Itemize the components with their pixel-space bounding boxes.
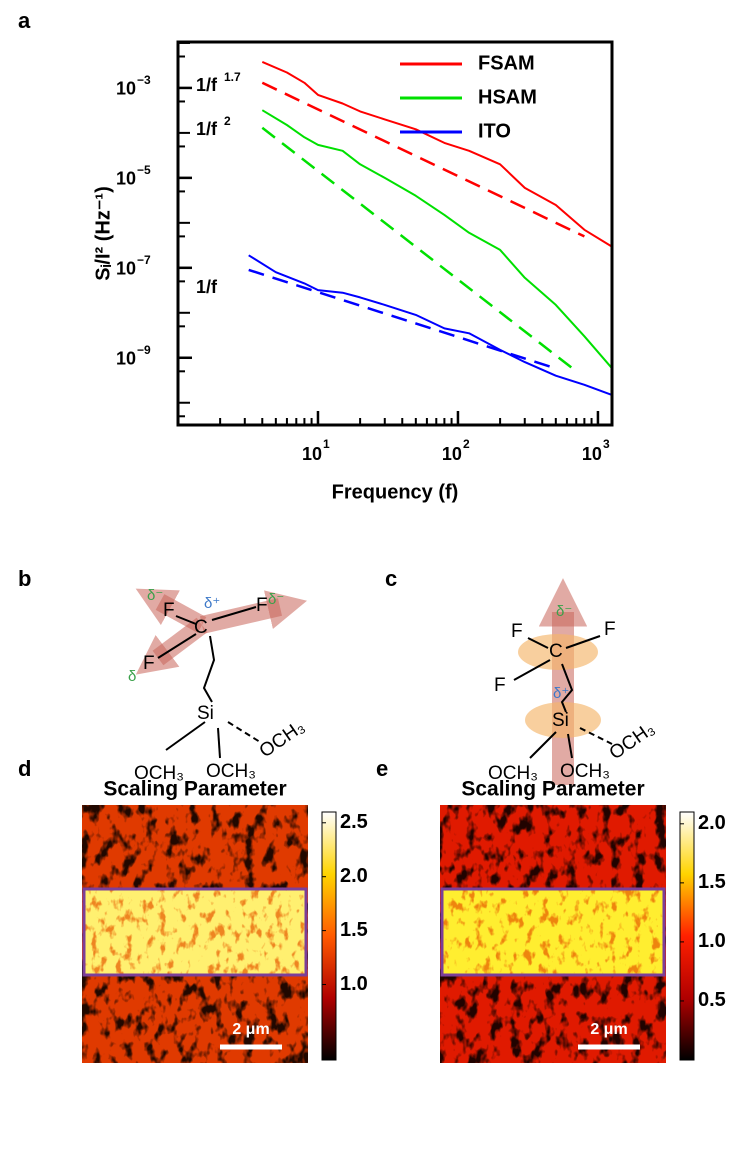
panel-label: c bbox=[385, 566, 397, 591]
charge: δ⁺ bbox=[204, 595, 220, 612]
group: OCH₃ bbox=[256, 716, 309, 762]
colorbar bbox=[321, 811, 337, 1061]
colorbar-tick-label: 2.0 bbox=[340, 865, 368, 887]
bonds bbox=[513, 635, 613, 759]
y-axis-label: Sᵢ/I² (Hz⁻¹) bbox=[92, 186, 114, 280]
scale-bar-label: 2 μm bbox=[590, 1021, 627, 1038]
legend-label: HSAM bbox=[478, 86, 537, 108]
colorbar-tick-label: 2.0 bbox=[698, 812, 726, 834]
charge: δ⁻ bbox=[268, 591, 284, 608]
atom: F bbox=[256, 595, 268, 616]
series-line bbox=[261, 60, 613, 248]
x-tick-exponent: 1 bbox=[323, 437, 330, 451]
annotation: 1/f bbox=[196, 75, 218, 95]
colorbar-tick-label: 1.0 bbox=[340, 973, 368, 995]
annotation-exponent: 2 bbox=[224, 114, 231, 128]
atom: F bbox=[604, 619, 616, 640]
x-axis-label: Frequency (f) bbox=[332, 481, 459, 503]
x-tick-exponent: 3 bbox=[603, 437, 610, 451]
bonds bbox=[157, 606, 261, 759]
plot-frame bbox=[176, 40, 614, 427]
group: OCH₃ bbox=[206, 761, 256, 782]
colorbar-tick-label: 1.0 bbox=[698, 930, 726, 952]
atom: C bbox=[194, 617, 208, 638]
y-tick-exponent: −7 bbox=[137, 253, 151, 267]
colorbar bbox=[679, 811, 695, 1061]
legend-label: ITO bbox=[478, 120, 511, 142]
legend-label: FSAM bbox=[478, 52, 535, 74]
y-tick-label: 10 bbox=[116, 79, 136, 99]
panel-label: e bbox=[376, 756, 388, 781]
atom: C bbox=[549, 641, 563, 662]
atom: F bbox=[494, 675, 506, 696]
atom: Si bbox=[197, 703, 214, 724]
band-outline bbox=[440, 887, 666, 977]
colorbar-tick-label: 1.5 bbox=[340, 919, 368, 941]
panel-label: d bbox=[18, 756, 31, 781]
heatmap-title: Scaling Parameter bbox=[103, 778, 286, 801]
y-tick-exponent: −3 bbox=[137, 73, 151, 87]
panel-label: a bbox=[18, 8, 31, 33]
series-line bbox=[261, 109, 613, 369]
series-line bbox=[248, 254, 612, 396]
group: OCH₃ bbox=[134, 763, 184, 784]
y-tick-exponent: −9 bbox=[137, 343, 151, 357]
y-tick-label: 10 bbox=[116, 259, 136, 279]
panel-b: b F F F C δ⁻ δ⁺ δ⁻ δ Si OCH₃ OCH₃ OCH₃ bbox=[18, 566, 309, 784]
heatmap-title: Scaling Parameter bbox=[461, 778, 644, 801]
y-tick-exponent: −5 bbox=[137, 163, 151, 177]
x-tick-label: 10 bbox=[582, 444, 602, 464]
heatmap-band-texture bbox=[442, 889, 664, 975]
x-tick-label: 10 bbox=[442, 444, 462, 464]
panel-label: b bbox=[18, 566, 31, 591]
heatmap-band-texture bbox=[84, 889, 306, 975]
group: OCH₃ bbox=[560, 761, 610, 782]
y-tick-label: 10 bbox=[116, 169, 136, 189]
fit-line bbox=[261, 81, 585, 238]
charge: δ⁻ bbox=[147, 587, 163, 604]
charge: δ⁺ bbox=[553, 685, 569, 702]
band-outline bbox=[82, 887, 308, 977]
group: OCH₃ bbox=[606, 718, 659, 764]
x-tick-label: 10 bbox=[302, 444, 322, 464]
atom: Si bbox=[552, 710, 569, 731]
fit-line bbox=[248, 268, 557, 370]
atom: F bbox=[143, 653, 155, 674]
colorbar-tick-label: 2.5 bbox=[340, 811, 368, 833]
scale-bar-label: 2 μm bbox=[232, 1021, 269, 1038]
atom: F bbox=[511, 621, 523, 642]
annotation: 1/f bbox=[196, 119, 218, 139]
fit-line bbox=[261, 126, 578, 373]
colorbar-tick-label: 0.5 bbox=[698, 989, 726, 1011]
y-tick-label: 10 bbox=[116, 349, 136, 369]
annotation-exponent: 1.7 bbox=[224, 70, 241, 84]
annotation: 1/f bbox=[196, 277, 218, 297]
charge: δ bbox=[128, 668, 136, 685]
group: OCH₃ bbox=[488, 763, 538, 784]
x-tick-exponent: 2 bbox=[463, 437, 470, 451]
panel-c: c F F F C δ⁻ δ⁺ Si OCH₃ OCH₃ OCH₃ bbox=[385, 566, 659, 785]
charge: δ⁻ bbox=[556, 603, 572, 620]
colorbar-tick-label: 1.5 bbox=[698, 871, 726, 893]
atom: F bbox=[163, 600, 175, 621]
